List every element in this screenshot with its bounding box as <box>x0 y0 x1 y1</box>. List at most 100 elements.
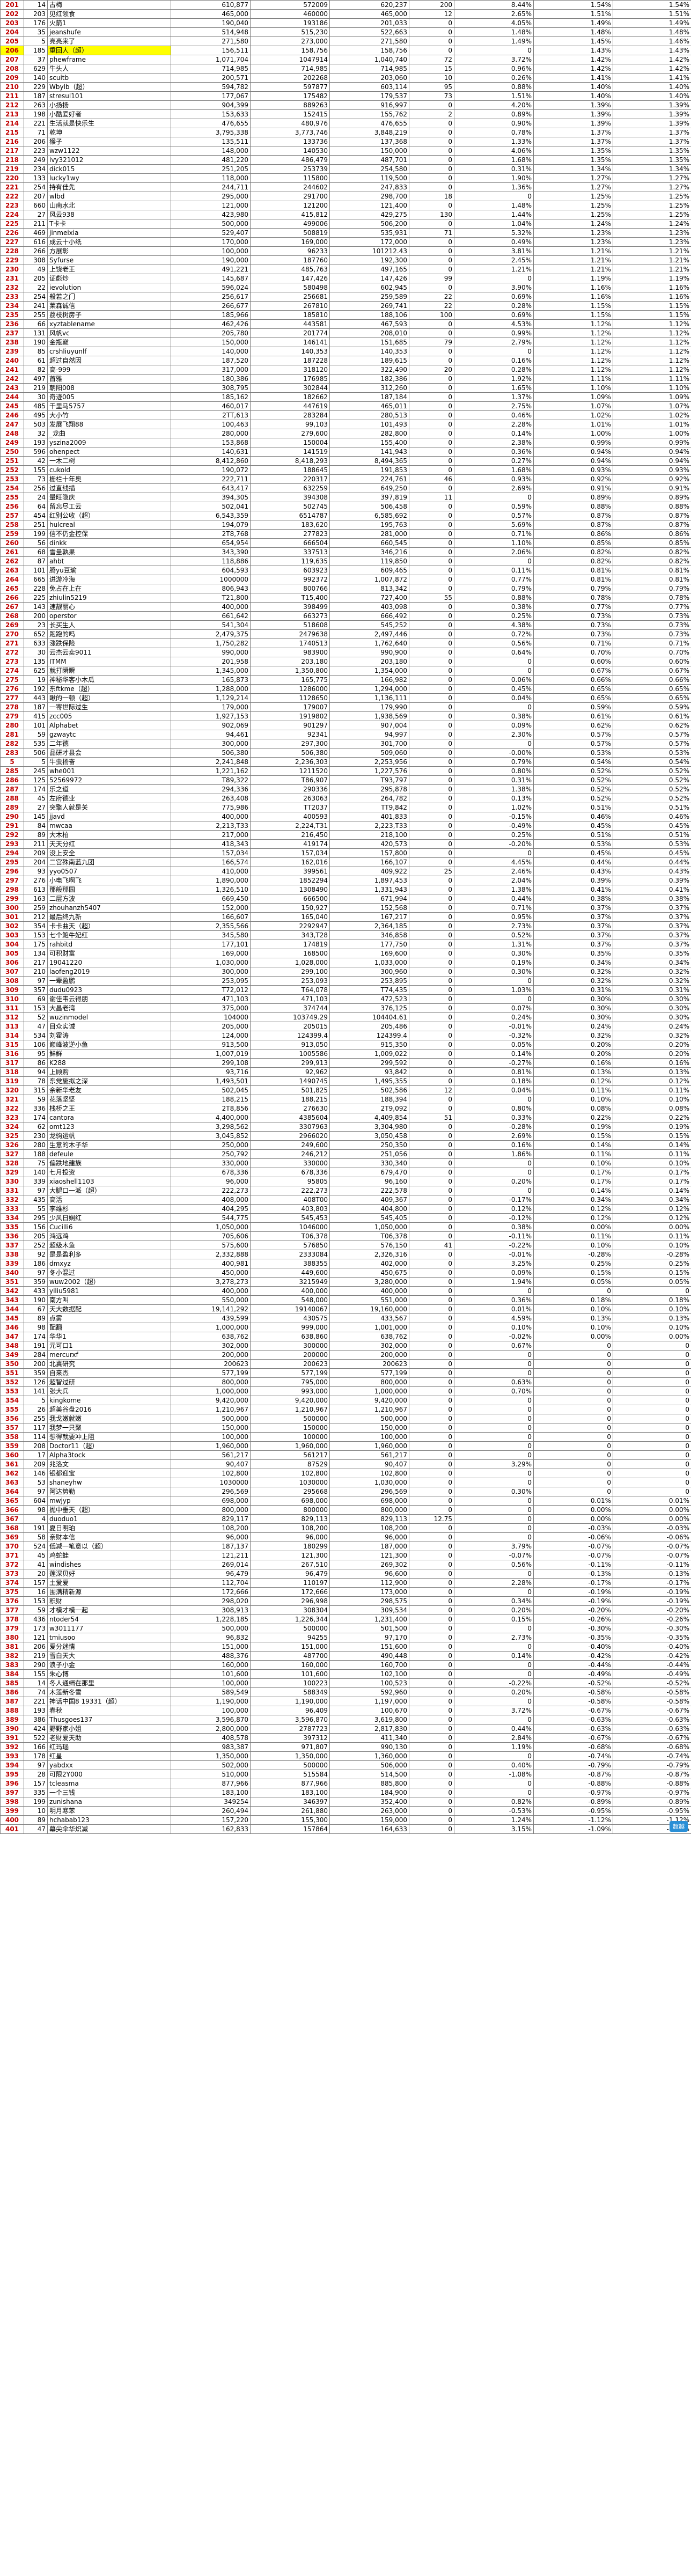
percent-3-cell: 0.37% <box>613 903 691 913</box>
value-2-cell: 246,212 <box>250 1149 330 1159</box>
row-number-cell: 293 <box>0 839 24 849</box>
value-2-cell: 698,000 <box>250 1496 330 1506</box>
table-row: 337 252 超级木鱼 575,600 576850 576,150 41 -0.22% 0.… <box>0 1241 691 1250</box>
value-2-cell: 388355 <box>250 1259 330 1268</box>
count-cell: 0 <box>409 1295 454 1305</box>
percent-1-cell: 1.24% <box>454 1815 534 1825</box>
percent-1-cell: 0 <box>454 1779 534 1788</box>
user-name-cell: 是是盈利多 <box>47 1250 171 1259</box>
percent-3-cell: 1.39% <box>613 109 691 119</box>
value-1-cell: 187,520 <box>171 356 251 365</box>
percent-1-cell: 0.89% <box>454 109 534 119</box>
count-cell: 0 <box>409 137 454 146</box>
count-cell: 0 <box>409 794 454 803</box>
row-number-cell: 295 <box>0 857 24 867</box>
percent-1-cell: 0.38% <box>454 711 534 721</box>
value-3-cell: 679,470 <box>329 1168 409 1177</box>
percent-2-cell: 1.25% <box>533 210 613 219</box>
row-number-cell: 248 <box>0 429 24 438</box>
count-cell: 0 <box>409 237 454 247</box>
value-3-cell: 813,342 <box>329 584 409 593</box>
percent-1-cell: -1.08% <box>454 1770 534 1779</box>
percent-3-cell: 0.65% <box>613 693 691 703</box>
percent-3-cell: 1.35% <box>613 155 691 165</box>
user-name-cell: mwjyp <box>47 1496 171 1506</box>
percent-1-cell: 0 <box>454 657 534 666</box>
user-name-cell: rahbitd <box>47 940 171 949</box>
percent-1-cell: 2.73% <box>454 921 534 931</box>
percent-3-cell: 0.88% <box>613 502 691 511</box>
value-2-cell: 971,807 <box>250 1742 330 1752</box>
count-cell: 0 <box>409 1523 454 1533</box>
value-1-cell: 96,479 <box>171 1569 251 1579</box>
user-name-cell: laofeng2019 <box>47 967 171 977</box>
percent-1-cell: 2.38% <box>454 438 534 447</box>
value-3-cell: 94,997 <box>329 730 409 739</box>
percent-2-cell: 0.20% <box>533 1049 613 1059</box>
value-3-cell: 191,853 <box>329 465 409 475</box>
value-2-cell: 95805 <box>250 1177 330 1186</box>
rank-cell: 256 <box>24 483 48 493</box>
table-row: 276 192 东ftkme（超） 1,288,000 1286000 1,294,000… <box>0 684 691 694</box>
value-1-cell: 529,407 <box>171 228 251 238</box>
rank-cell: 35 <box>24 27 48 37</box>
value-3-cell: 158,756 <box>329 46 409 55</box>
row-number-cell: 398 <box>0 1797 24 1807</box>
table-row: 303 153 七个鲍牛妃红 345,580 343,T28 346,858 0 0.52% 0… <box>0 930 691 940</box>
rank-cell: 206 <box>24 137 48 146</box>
value-1-cell: 343,390 <box>171 547 251 557</box>
value-3-cell: T93,797 <box>329 775 409 785</box>
user-name-cell: 二宫殊南蓝九团 <box>47 857 171 867</box>
value-2-cell: 4385604 <box>250 1113 330 1122</box>
percent-3-cell: 0.52% <box>613 794 691 803</box>
rank-cell: 30 <box>24 648 48 657</box>
table-row: 292 89 大木柏 217,000 216,450 218,100 0 0.25% 0.51%… <box>0 830 691 840</box>
value-3-cell: 218,100 <box>329 830 409 840</box>
value-3-cell: 487,701 <box>329 155 409 165</box>
row-number-cell: 389 <box>0 1715 24 1724</box>
value-2-cell: 400593 <box>250 812 330 821</box>
table-row: 363 53 shaneyhw 1030000 1030000 1,030,000 0 0 0 0 <box>0 1478 691 1487</box>
value-3-cell: 1,050,000 <box>329 1222 409 1232</box>
percent-3-cell: 0.92% <box>613 474 691 484</box>
percent-2-cell: -0.74% <box>533 1751 613 1761</box>
user-name-cell: 华华1 <box>47 1332 171 1341</box>
rank-cell: 251 <box>24 520 48 530</box>
percent-2-cell: 0 <box>533 1487 613 1496</box>
count-cell: 0 <box>409 46 454 55</box>
count-cell: 0 <box>409 1332 454 1341</box>
percent-3-cell: 1.42% <box>613 64 691 74</box>
value-2-cell: 443581 <box>250 319 330 329</box>
percent-3-cell: -0.19% <box>613 1587 691 1597</box>
value-2-cell: 1030000 <box>250 1478 330 1487</box>
value-3-cell: 2,223,T33 <box>329 821 409 831</box>
row-number-cell: 240 <box>0 356 24 365</box>
percent-3-cell: 0.52% <box>613 766 691 776</box>
percent-3-cell: 1.15% <box>613 310 691 320</box>
percent-3-cell: 1.21% <box>613 246 691 256</box>
value-1-cell: 1,000,000 <box>171 1323 251 1332</box>
value-1-cell: 514,948 <box>171 27 251 37</box>
value-2-cell: 3215949 <box>250 1277 330 1287</box>
row-number-cell: 351 <box>0 1368 24 1378</box>
percent-2-cell: 0.11% <box>533 1149 613 1159</box>
table-row: 351 359 自来杰 577,199 577,199 577,199 0 0 0 0 <box>0 1368 691 1378</box>
user-name-cell: 鸡蛇蛙 <box>47 1551 171 1560</box>
rank-cell: 206 <box>24 1642 48 1652</box>
percent-2-cell: 0.73% <box>533 611 613 621</box>
percent-2-cell: 0.41% <box>533 885 613 894</box>
percent-2-cell: 0 <box>533 1396 613 1405</box>
table-row: 291 84 mwcaa 2,213,T33 2,224,T31 2,223,T33 0 -0… <box>0 821 691 831</box>
table-row: 203 176 火箭1 190,040 193186 201,033 0 4.05% 1.49%… <box>0 18 691 28</box>
percent-1-cell: -0.00% <box>454 748 534 758</box>
table-row: 383 290 浪子小金 160,000 160,000 160,700 0 0 -0.44% -… <box>0 1660 691 1670</box>
percent-1-cell: 0.46% <box>454 410 534 420</box>
user-name-cell: 亮亮来了 <box>47 36 171 46</box>
value-3-cell: 346,858 <box>329 930 409 940</box>
table-row: 281 59 gzwaytc 94,461 92341 94,997 0 2.30% 0.57%… <box>0 730 691 739</box>
count-cell: 0 <box>409 1168 454 1177</box>
percent-3-cell: 0.38% <box>613 894 691 904</box>
rank-cell: 276 <box>24 876 48 885</box>
row-number-cell: 324 <box>0 1122 24 1132</box>
value-2-cell: 176985 <box>250 374 330 384</box>
